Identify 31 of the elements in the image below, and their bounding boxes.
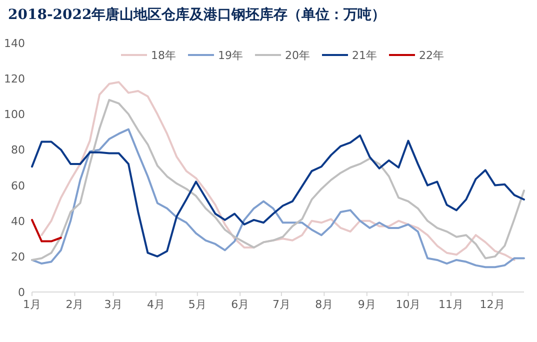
- title: 2018-2022年唐山地区仓库及港口钢坯库存（单位：万吨）: [8, 7, 386, 23]
- y-tick-label: 20: [11, 250, 25, 264]
- legend-item: 21年: [322, 49, 377, 62]
- legend-item: 22年: [389, 49, 444, 62]
- legend-label: 22年: [419, 49, 444, 62]
- x-tick-label: 1月: [23, 298, 41, 311]
- y-tick-label: 0: [18, 286, 25, 299]
- y-tick-label: 60: [11, 179, 25, 192]
- x-tick-label: 5月: [188, 298, 206, 311]
- legend-label: 21年: [352, 49, 377, 62]
- x-tick-label: 3月: [104, 298, 122, 311]
- x-tick-label: 6月: [231, 298, 250, 311]
- legend-label: 18年: [151, 49, 176, 62]
- y-tick-label: 140: [4, 37, 25, 50]
- x-tick-label: 4月: [147, 298, 166, 311]
- y-tick-label: 100: [4, 108, 25, 122]
- legend-label: 19年: [218, 49, 243, 62]
- x-tick-label: 8月: [315, 298, 334, 311]
- x-tick-label: 2月: [66, 298, 84, 311]
- x-tick-label: 9月: [358, 298, 376, 311]
- y-tick-label: 80: [11, 144, 25, 157]
- legend-item: 20年: [255, 49, 310, 62]
- legend-item: 18年: [121, 49, 176, 62]
- legend-label: 20年: [285, 49, 310, 62]
- x-tick-label: 11月: [438, 298, 464, 311]
- y-tick-label: 120: [4, 72, 25, 86]
- legend-item: 19年: [188, 49, 243, 62]
- x-tick-label: 12月: [480, 298, 505, 311]
- x-tick-label: 7月: [272, 298, 290, 311]
- y-tick-label: 40: [11, 214, 25, 228]
- x-tick-label: 10月: [396, 298, 421, 311]
